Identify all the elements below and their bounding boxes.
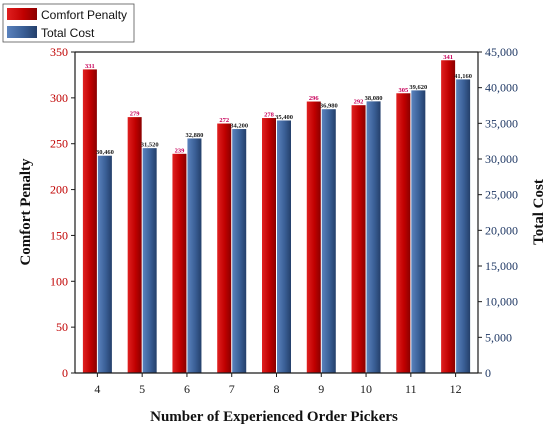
x-tick-label-10: 10 — [360, 382, 372, 396]
bar-comfort-penalty-11 — [396, 93, 411, 374]
label-comfort-penalty-6: 239 — [175, 147, 186, 154]
bar-total-cost-7 — [232, 129, 247, 373]
bar-comfort-penalty-10 — [351, 105, 366, 374]
label-total-cost-10: 38,080 — [365, 95, 383, 102]
bar-total-cost-11 — [411, 90, 426, 374]
bar-comfort-penalty-8 — [262, 118, 276, 373]
bars-layer — [82, 60, 471, 374]
right-y-tick-label-8: 40,000 — [485, 81, 518, 95]
x-tick-label-11: 11 — [405, 382, 417, 396]
x-tick-label-6: 6 — [184, 382, 190, 396]
label-comfort-penalty-9: 296 — [309, 95, 320, 102]
label-total-cost-6: 32,880 — [186, 132, 204, 139]
bar-total-cost-5 — [142, 148, 157, 373]
bar-total-cost-4 — [97, 155, 112, 373]
label-total-cost-4: 30,460 — [96, 149, 114, 156]
x-tick-label-4: 4 — [94, 382, 100, 396]
right-y-axis-title: Total Cost — [531, 179, 547, 245]
legend: Comfort Penalty Total Cost — [2, 3, 135, 43]
x-tick-label-8: 8 — [274, 382, 280, 396]
right-y-tick-label-7: 35,000 — [485, 116, 518, 130]
right-y-tick-label-3: 15,000 — [485, 259, 518, 273]
legend-label-total-cost: Total Cost — [41, 26, 95, 40]
bar-comfort-penalty-9 — [306, 101, 321, 374]
left-y-tick-label-3: 150 — [50, 228, 68, 242]
left-y-tick-label-4: 200 — [50, 183, 68, 197]
label-total-cost-11: 39,620 — [409, 84, 427, 91]
left-y-tick-label-7: 350 — [50, 45, 68, 59]
legend-label-comfort-penalty: Comfort Penalty — [41, 8, 127, 22]
right-y-tick-label-0: 0 — [485, 366, 491, 380]
x-tick-label-5: 5 — [139, 382, 145, 396]
legend-swatch-total-cost — [7, 26, 37, 38]
bar-total-cost-6 — [187, 138, 202, 373]
bar-total-cost-8 — [277, 120, 291, 373]
legend-swatch-comfort-penalty — [7, 8, 37, 20]
label-comfort-penalty-4: 331 — [85, 63, 95, 70]
x-tick-label-12: 12 — [450, 382, 462, 396]
right-y-tick-label-4: 20,000 — [485, 223, 518, 237]
bar-comfort-penalty-4 — [82, 69, 97, 373]
left-y-tick-label-6: 300 — [50, 91, 68, 105]
label-comfort-penalty-8: 278 — [264, 112, 275, 119]
bar-comfort-penalty-7 — [217, 123, 232, 373]
label-total-cost-9: 36,980 — [320, 103, 338, 110]
x-tick-label-7: 7 — [229, 382, 235, 396]
bar-total-cost-9 — [321, 109, 336, 373]
left-y-axis-title: Comfort Penalty — [18, 158, 34, 266]
bar-total-cost-10 — [366, 101, 381, 373]
label-comfort-penalty-11: 305 — [398, 87, 409, 94]
bar-comfort-penalty-5 — [127, 117, 142, 373]
bar-comfort-penalty-6 — [172, 153, 187, 373]
right-y-tick-label-5: 25,000 — [485, 188, 518, 202]
right-y-tick-label-9: 45,000 — [485, 45, 518, 59]
right-y-tick-label-1: 5,000 — [485, 330, 512, 344]
x-axis-title: Number of Experienced Order Pickers — [150, 409, 398, 425]
bar-comfort-penalty-12 — [441, 60, 456, 374]
label-total-cost-8: 35,400 — [275, 114, 293, 121]
axes-layer: 4 5 6 7 8 9 10 11 12 0 50 100 150 200 250 300 350 0 5,000 1… — [50, 45, 518, 396]
left-y-tick-label-0: 0 — [62, 366, 68, 380]
left-y-tick-label-5: 250 — [50, 137, 68, 151]
label-total-cost-5: 31,520 — [141, 142, 159, 149]
x-tick-label-9: 9 — [318, 382, 324, 396]
label-comfort-penalty-10: 292 — [354, 99, 364, 106]
label-comfort-penalty-7: 272 — [219, 117, 229, 124]
bar-total-cost-12 — [456, 79, 471, 373]
right-y-tick-label-6: 30,000 — [485, 152, 518, 166]
label-total-cost-12: 41,160 — [454, 73, 472, 80]
right-y-tick-label-2: 10,000 — [485, 295, 518, 309]
left-y-tick-label-1: 50 — [56, 320, 68, 334]
left-y-tick-label-2: 100 — [50, 274, 68, 288]
label-comfort-penalty-5: 279 — [130, 111, 141, 118]
label-total-cost-7: 34,200 — [230, 123, 248, 130]
label-comfort-penalty-12: 341 — [443, 54, 453, 61]
